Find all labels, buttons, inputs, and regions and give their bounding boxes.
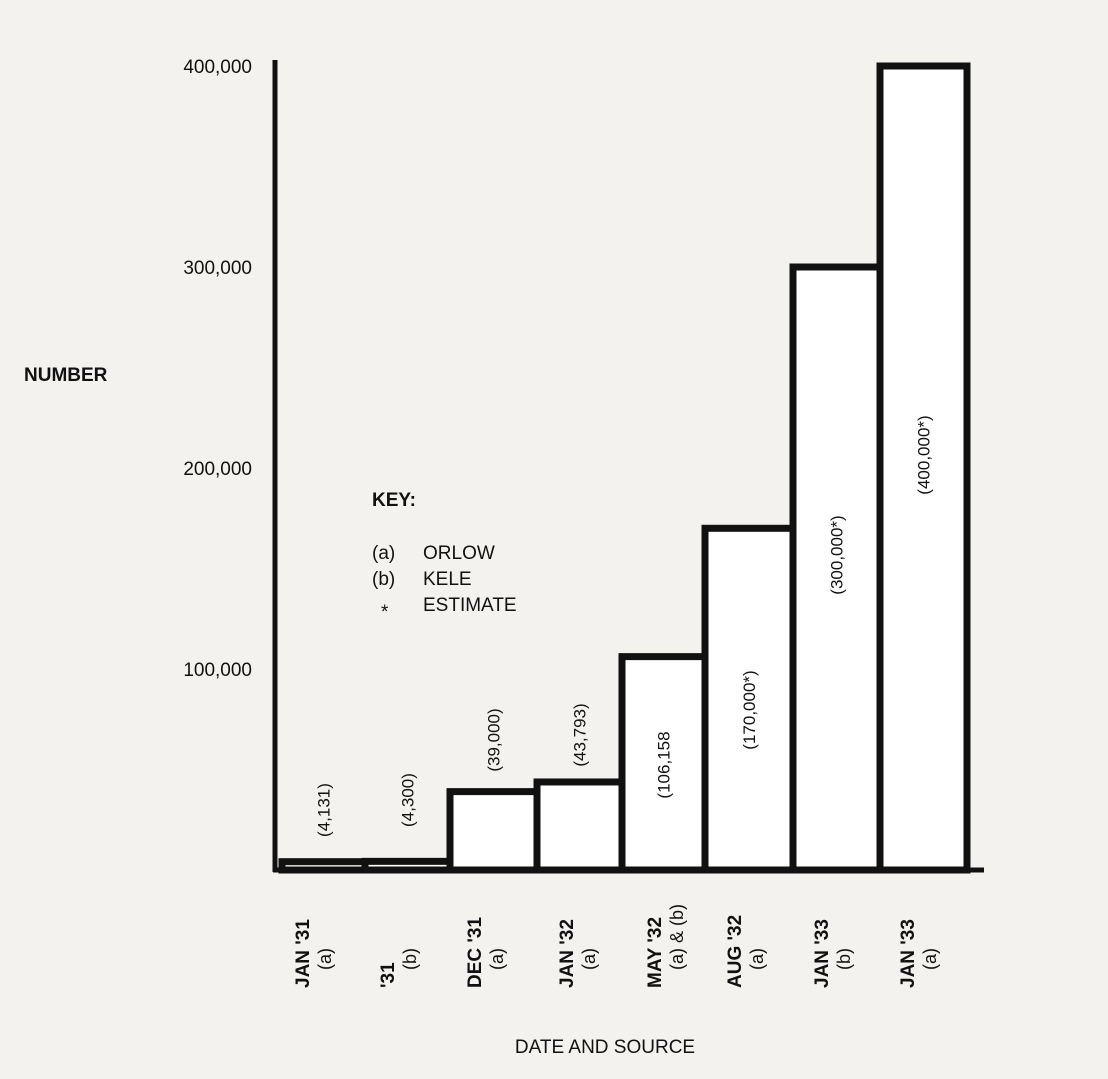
bar: [446, 788, 541, 874]
bar: [876, 62, 971, 874]
bar: [618, 653, 709, 874]
data-label: (300,000*): [828, 515, 847, 594]
data-label: (106,158: [655, 731, 674, 798]
x-tick-source: (a): [579, 948, 599, 970]
x-tick-label: JAN '33 (b): [812, 919, 854, 988]
x-tick-source: (b): [400, 948, 420, 970]
x-tick-date: JAN '33: [898, 919, 919, 988]
x-tick-label: AUG '32 (a): [725, 915, 767, 988]
data-label: (4,131): [315, 783, 334, 837]
x-tick-label: JAN '31 (a): [293, 919, 335, 988]
data-label: (43,793): [571, 703, 590, 766]
x-tick-label: JAN '33 (a): [898, 919, 940, 988]
bar: [789, 263, 884, 874]
legend-symbol-a: (a): [372, 543, 395, 564]
legend-symbol-estimate: *: [381, 602, 389, 623]
y-axis-label: NUMBER: [24, 365, 108, 386]
y-tick-label: 400,000: [183, 57, 252, 78]
x-tick-source: (a): [920, 948, 940, 970]
x-tick-date: '31: [378, 962, 399, 988]
x-tick-source: (a): [487, 948, 507, 970]
legend: KEY: (a) ORLOW (b) KELE * ESTIMATE: [372, 490, 517, 623]
x-tick-label: JAN '32 (a): [557, 919, 599, 988]
data-label: (170,000*): [740, 670, 759, 749]
legend-symbol-b: (b): [372, 569, 395, 590]
x-tick-date: AUG '32: [725, 915, 746, 988]
data-label: (39,000): [485, 708, 504, 771]
x-tick-date: JAN '33: [812, 919, 833, 988]
x-tick-source: (a) & (b): [667, 904, 687, 970]
y-tick-label: 100,000: [183, 660, 252, 681]
x-tick-date: JAN '31: [293, 919, 314, 988]
legend-title: KEY:: [372, 490, 416, 511]
legend-label-estimate: ESTIMATE: [423, 595, 517, 616]
x-tick-source: (a): [747, 948, 767, 970]
data-label: (400,000*): [915, 415, 934, 494]
data-label: (4,300): [399, 773, 418, 827]
x-tick-label: DEC '31 (a): [465, 917, 507, 988]
x-tick-label: MAY '32 (a) & (b): [645, 904, 687, 988]
x-tick-source: (a): [315, 948, 335, 970]
x-tick-date: MAY '32: [645, 917, 666, 988]
y-tick-label: 300,000: [183, 258, 252, 279]
legend-label-orlow: ORLOW: [423, 543, 495, 564]
y-tick-label: 200,000: [183, 459, 252, 480]
legend-label-kele: KELE: [423, 569, 472, 590]
x-tick-date: JAN '32: [557, 919, 578, 988]
x-tick-date: DEC '31: [465, 917, 486, 988]
x-axis-label: DATE AND SOURCE: [515, 1037, 695, 1058]
bar: [533, 778, 626, 874]
x-tick-source: (b): [834, 948, 854, 970]
x-tick-label: '31(b): [378, 948, 420, 988]
